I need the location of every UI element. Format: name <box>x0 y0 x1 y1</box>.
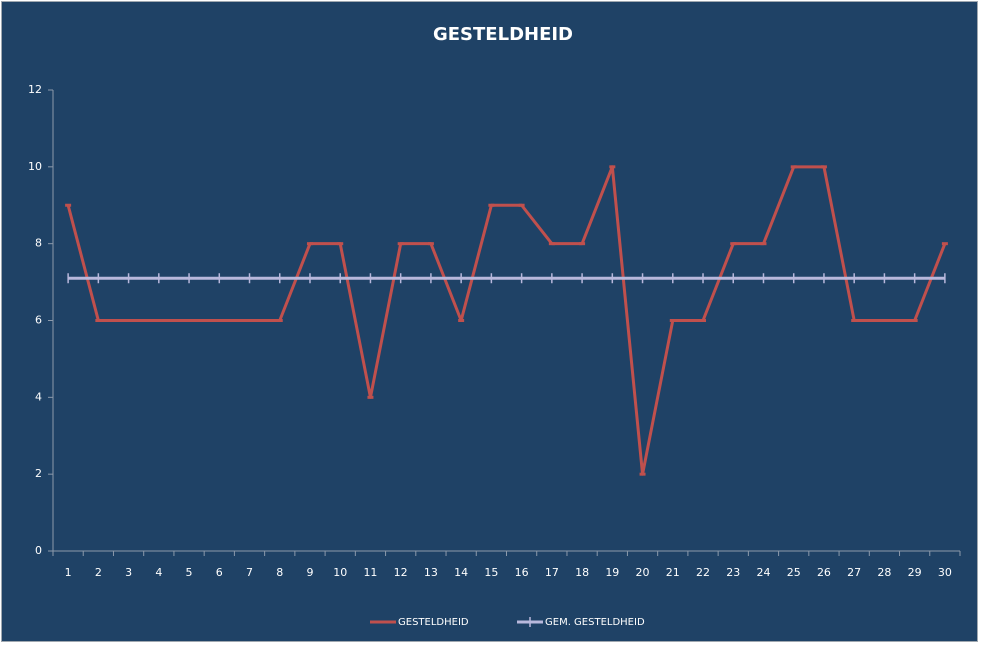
y-tick-label: 8 <box>35 237 42 250</box>
y-tick-label: 12 <box>28 83 42 96</box>
x-tick-label: 23 <box>726 566 740 579</box>
x-tick-label: 1 <box>65 566 72 579</box>
x-tick-label: 11 <box>363 566 377 579</box>
x-tick-label: 4 <box>155 566 162 579</box>
x-tick-label: 7 <box>246 566 253 579</box>
x-tick-label: 17 <box>545 566 559 579</box>
x-tick-label: 24 <box>756 566 770 579</box>
x-tick-label: 19 <box>605 566 619 579</box>
x-tick-label: 2 <box>95 566 102 579</box>
chart-title: GESTELDHEID <box>433 24 573 45</box>
x-tick-label: 14 <box>454 566 468 579</box>
x-tick-label: 12 <box>394 566 408 579</box>
x-tick-label: 9 <box>306 566 313 579</box>
x-tick-label: 30 <box>938 566 952 579</box>
x-tick-label: 5 <box>186 566 193 579</box>
x-tick-label: 27 <box>847 566 861 579</box>
x-tick-label: 20 <box>636 566 650 579</box>
legend-label: GESTELDHEID <box>398 617 469 628</box>
x-tick-label: 18 <box>575 566 589 579</box>
data-line <box>66 165 947 476</box>
x-tick-label: 6 <box>216 566 223 579</box>
x-tick-label: 3 <box>125 566 132 579</box>
x-tick-label: 28 <box>877 566 891 579</box>
y-tick-label: 0 <box>35 544 42 557</box>
y-tick-label: 2 <box>35 467 42 480</box>
x-tick-label: 15 <box>484 566 498 579</box>
x-tick-label: 10 <box>333 566 347 579</box>
x-tick-label: 16 <box>515 566 529 579</box>
x-tick-label: 8 <box>276 566 283 579</box>
x-tick-label: 26 <box>817 566 831 579</box>
y-tick-label: 6 <box>35 314 42 327</box>
x-tick-label: 21 <box>666 566 680 579</box>
x-tick-label: 29 <box>908 566 922 579</box>
x-tick-label: 13 <box>424 566 438 579</box>
y-tick-label: 4 <box>35 390 42 403</box>
y-tick-label: 10 <box>28 160 42 173</box>
x-tick-label: 25 <box>787 566 801 579</box>
x-tick-label: 22 <box>696 566 710 579</box>
legend-label: GEM. GESTELDHEID <box>545 617 645 628</box>
